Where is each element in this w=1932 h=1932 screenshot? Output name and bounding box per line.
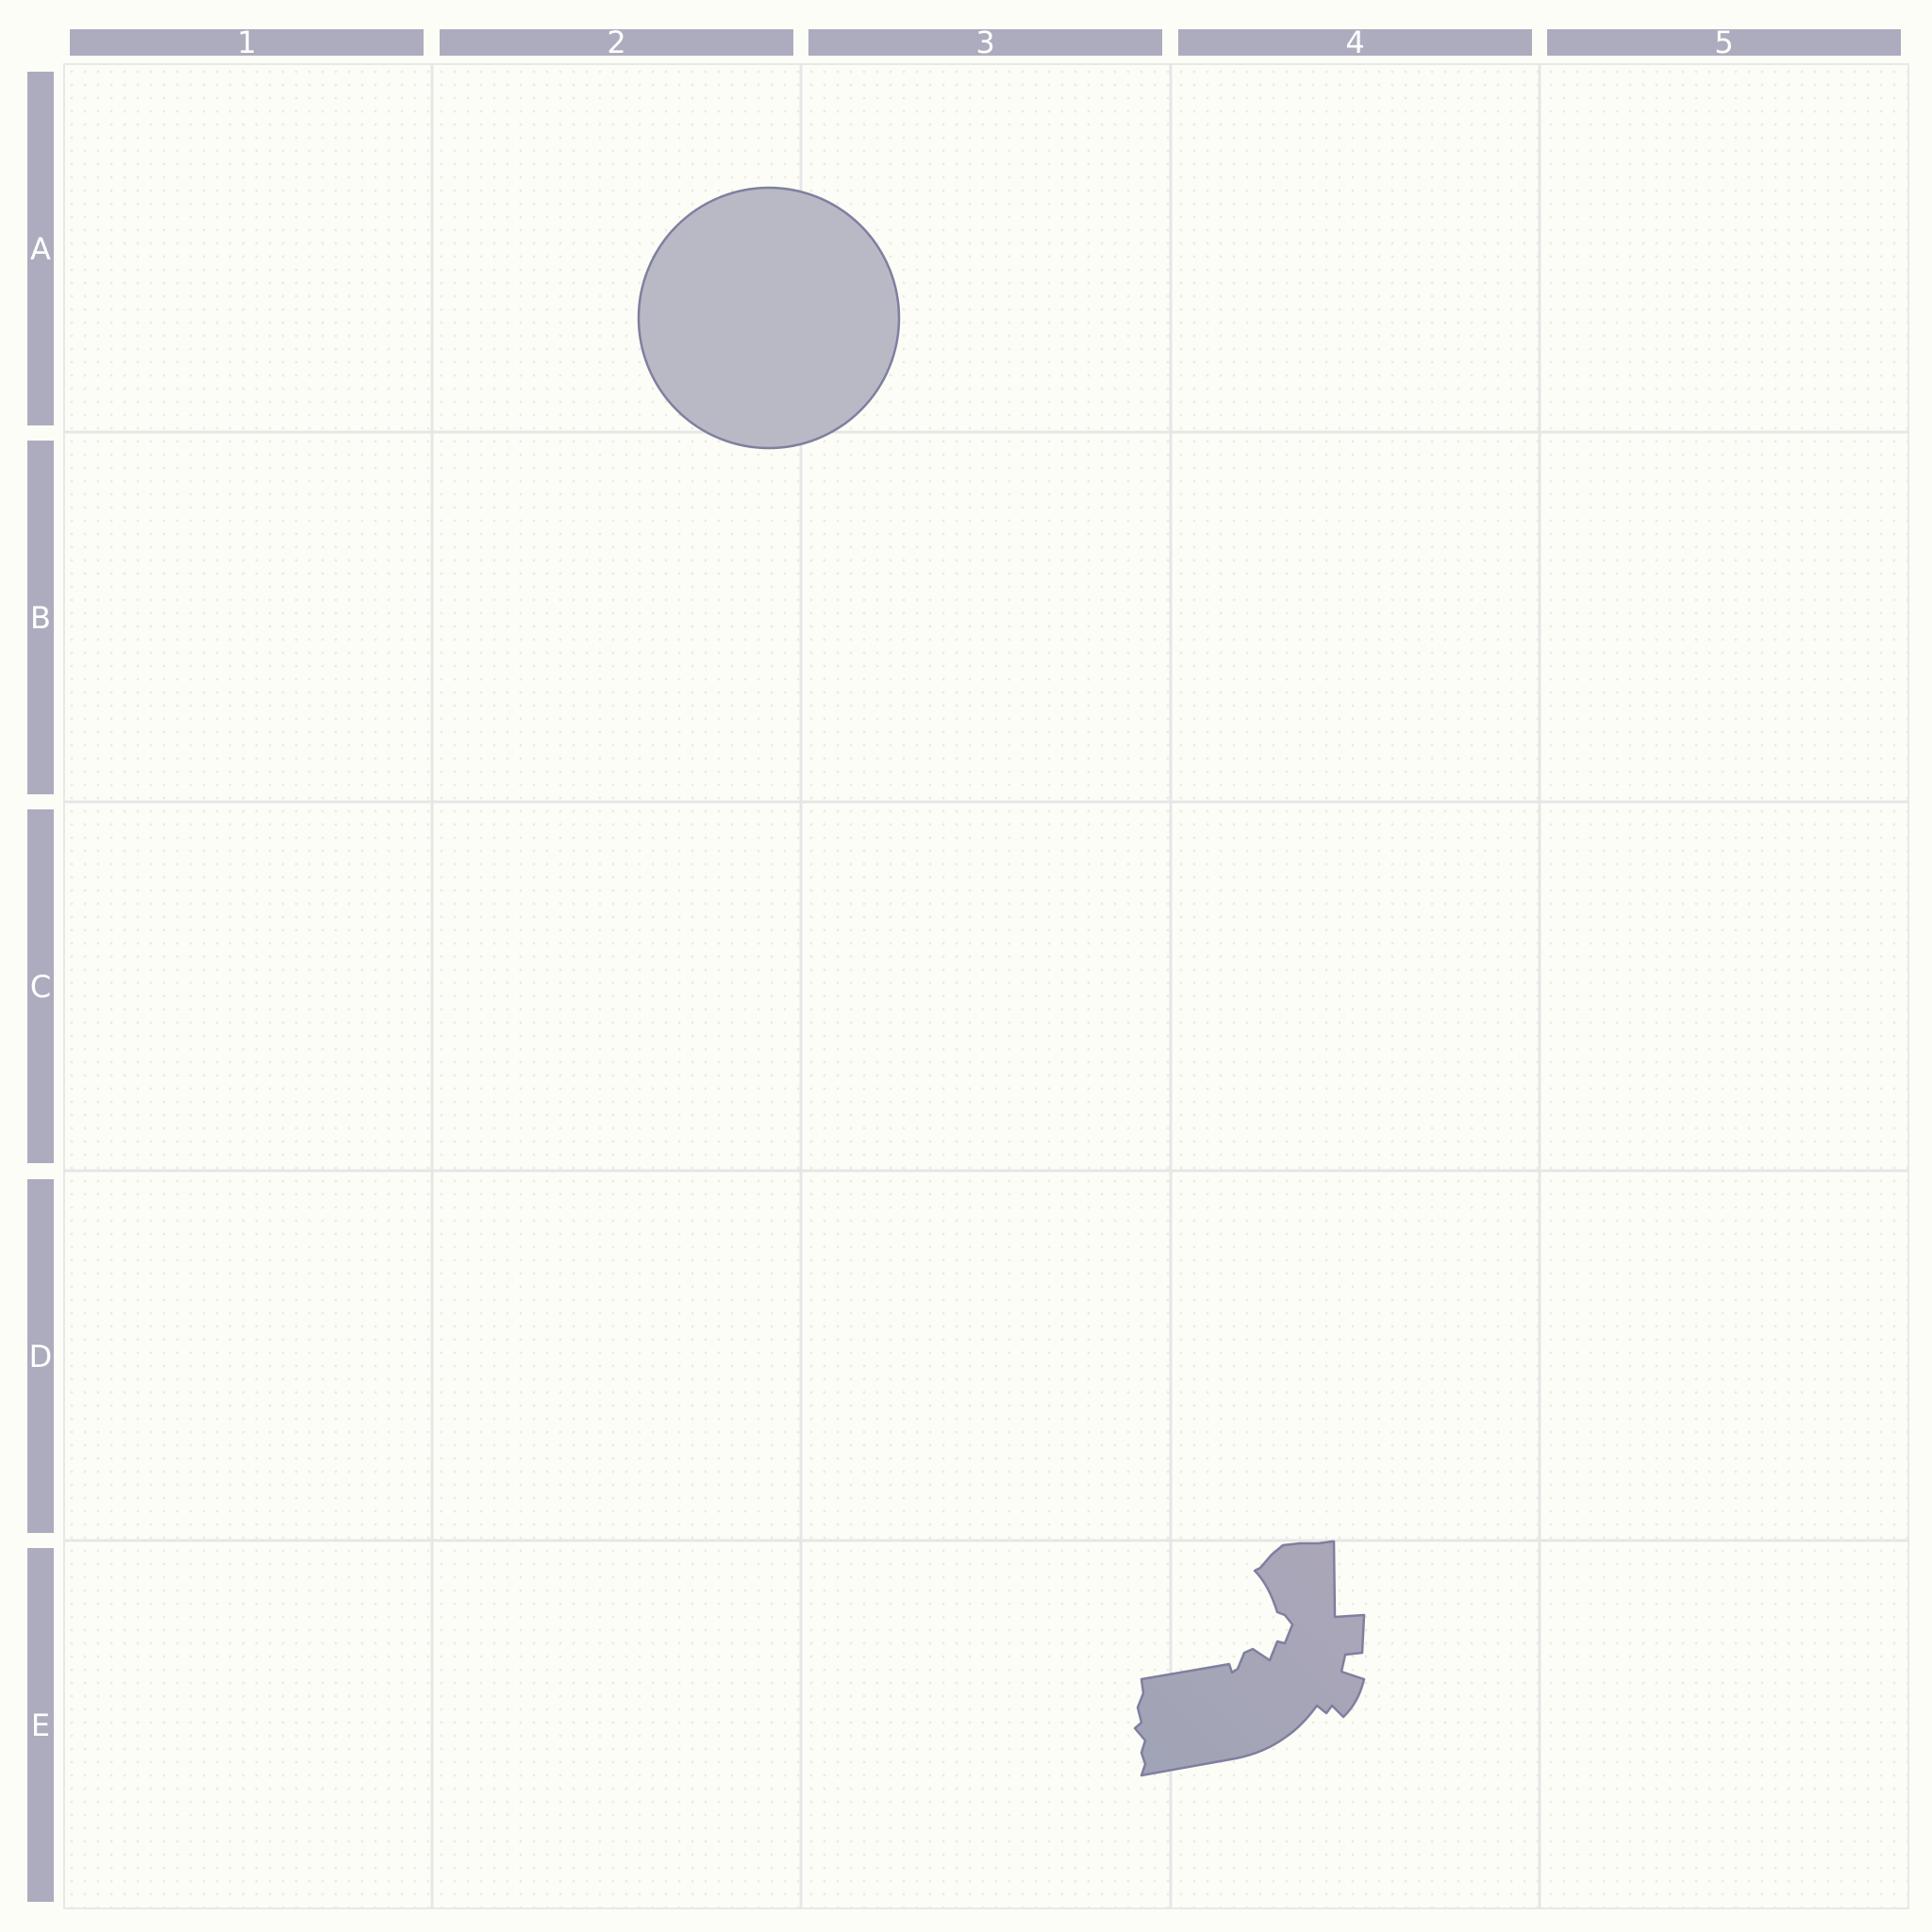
cell-B1[interactable] (64, 433, 432, 801)
cell-B3[interactable] (802, 433, 1170, 801)
column-label: 4 (1345, 25, 1365, 60)
row-label: A (30, 230, 51, 267)
game-board (63, 63, 1909, 1909)
column-header-5: 5 (1547, 25, 1901, 60)
column-header-1: 1 (70, 25, 424, 60)
column-label: 2 (607, 25, 626, 60)
row-label: C (29, 968, 52, 1005)
cell-D4[interactable] (1172, 1172, 1540, 1540)
cell-D2[interactable] (433, 1172, 801, 1540)
cell-D3[interactable] (802, 1172, 1170, 1540)
column-header-3: 3 (808, 25, 1162, 60)
disc-piece[interactable] (637, 186, 901, 450)
cell-A5[interactable] (1541, 64, 1908, 432)
row-header-C: C (27, 809, 54, 1163)
cell-C1[interactable] (64, 802, 432, 1170)
column-header-4: 4 (1178, 25, 1532, 60)
cell-E2[interactable] (433, 1541, 801, 1908)
cell-B4[interactable] (1172, 433, 1540, 801)
cell-C4[interactable] (1172, 802, 1540, 1170)
column-header-2: 2 (440, 25, 793, 60)
cell-B5[interactable] (1541, 433, 1908, 801)
bent-pipe-icon (1133, 1540, 1366, 1777)
row-header-B: B (27, 441, 54, 794)
cell-C2[interactable] (433, 802, 801, 1170)
row-header-D: D (27, 1179, 54, 1533)
cell-E5[interactable] (1541, 1541, 1908, 1908)
cell-C5[interactable] (1541, 802, 1908, 1170)
row-header-A: A (27, 72, 54, 425)
row-label: B (30, 599, 51, 636)
cell-D1[interactable] (64, 1172, 432, 1540)
column-label: 3 (975, 25, 995, 60)
row-label: D (28, 1338, 53, 1374)
cell-D5[interactable] (1541, 1172, 1908, 1540)
cell-E1[interactable] (64, 1541, 432, 1908)
cell-A4[interactable] (1172, 64, 1540, 432)
cell-E3[interactable] (802, 1541, 1170, 1908)
cell-B2[interactable] (433, 433, 801, 801)
row-header-E: E (27, 1548, 54, 1902)
board-cells (64, 64, 1908, 1908)
bent-pipe-piece[interactable] (1133, 1540, 1366, 1777)
circle-icon (637, 186, 901, 450)
column-label: 1 (237, 25, 257, 60)
row-label: E (30, 1707, 51, 1743)
cell-C3[interactable] (802, 802, 1170, 1170)
column-label: 5 (1714, 25, 1734, 60)
cell-A1[interactable] (64, 64, 432, 432)
grid-lines (63, 63, 1909, 1909)
